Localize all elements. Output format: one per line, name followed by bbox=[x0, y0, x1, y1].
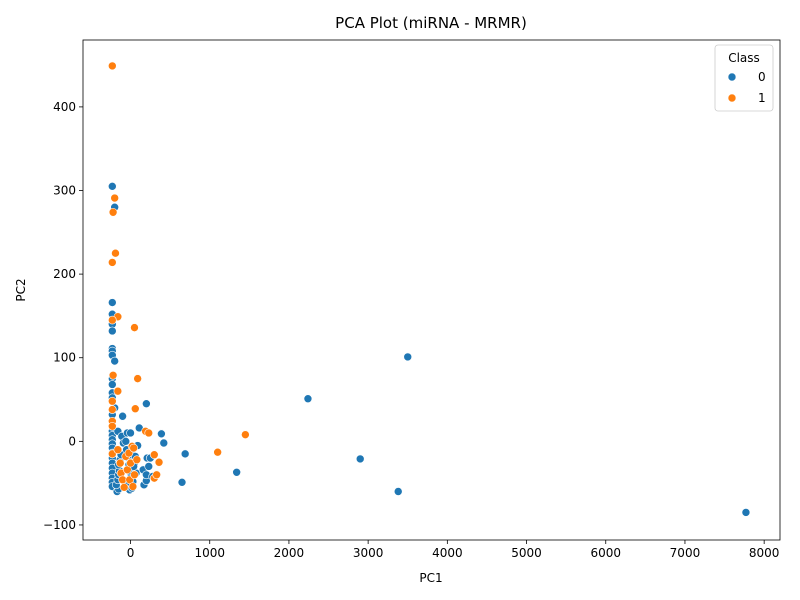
scatter-point-class-1 bbox=[108, 405, 117, 414]
scatter-point-class-0 bbox=[108, 326, 117, 336]
y-tick-label: 300 bbox=[53, 184, 76, 198]
scatter-point-class-1 bbox=[144, 428, 154, 438]
x-tick-label: 2000 bbox=[274, 546, 305, 560]
x-tick-label: 5000 bbox=[511, 546, 542, 560]
x-tick-label: 8000 bbox=[749, 546, 780, 560]
scatter-point-class-1 bbox=[108, 315, 117, 325]
scatter-point-class-1 bbox=[154, 457, 164, 467]
scatter-point-class-1 bbox=[149, 450, 159, 460]
chart-title: PCA Plot (miRNA - MRMR) bbox=[335, 14, 527, 32]
scatter-point-class-0 bbox=[108, 380, 117, 389]
scatter-point-class-1 bbox=[241, 430, 250, 439]
scatter-point-class-1 bbox=[128, 482, 138, 491]
scatter-point-class-1 bbox=[119, 483, 129, 492]
x-tick-label: 7000 bbox=[670, 546, 701, 560]
legend: Class 0 1 bbox=[714, 44, 774, 112]
scatter-point-class-1 bbox=[130, 323, 139, 332]
y-tick-label: 100 bbox=[53, 351, 76, 365]
x-tick-label: 1000 bbox=[194, 546, 225, 560]
scatter-point-class-0 bbox=[741, 508, 751, 517]
scatter-point-class-1 bbox=[111, 248, 120, 258]
y-tick-label: −100 bbox=[43, 518, 76, 532]
scatter-point-class-0 bbox=[118, 411, 127, 421]
scatter-point-class-1 bbox=[113, 386, 123, 396]
axis-ticks: 0 1000 2000 3000 4000 5000 6000 7000 8000 −100 0 10… bbox=[43, 100, 779, 560]
scatter-point-class-0 bbox=[110, 356, 119, 366]
scatter-point-class-0 bbox=[157, 429, 166, 439]
scatter-point-class-1 bbox=[130, 470, 139, 480]
scatter-point-class-1 bbox=[118, 475, 127, 485]
scatter-point-class-0 bbox=[403, 352, 413, 362]
legend-marker-1 bbox=[727, 93, 737, 103]
scatter-point-class-0 bbox=[232, 467, 241, 477]
scatter-point-class-0 bbox=[303, 394, 313, 404]
legend-label-1: 1 bbox=[758, 91, 766, 105]
scatter-point-class-1 bbox=[108, 61, 117, 71]
scatter-point-class-0 bbox=[177, 478, 187, 487]
scatter-point-class-0 bbox=[159, 438, 169, 448]
scatter-point-class-1 bbox=[110, 193, 119, 203]
scatter-point-class-0 bbox=[144, 462, 154, 471]
y-axis-label: PC2 bbox=[14, 278, 28, 301]
scatter-point-class-0 bbox=[393, 487, 403, 496]
scatter-point-class-1 bbox=[108, 421, 117, 431]
scatter-point-class-1 bbox=[133, 374, 142, 383]
x-tick-label: 3000 bbox=[353, 546, 384, 560]
y-tick-label: 400 bbox=[53, 100, 76, 114]
x-axis-label: PC1 bbox=[419, 571, 442, 585]
x-tick-label: 6000 bbox=[590, 546, 621, 560]
legend-title: Class bbox=[728, 51, 760, 65]
scatter-point-class-1 bbox=[108, 370, 118, 380]
scatter-point-class-0 bbox=[108, 298, 117, 307]
x-tick-label: 4000 bbox=[432, 546, 463, 560]
scatter-point-class-0 bbox=[126, 428, 135, 438]
scatter-point-class-1 bbox=[130, 404, 140, 414]
points-layer bbox=[108, 61, 751, 517]
scatter-point-class-0 bbox=[180, 449, 190, 459]
scatter-point-class-0 bbox=[355, 454, 365, 464]
scatter-point-class-0 bbox=[142, 399, 151, 409]
legend-box bbox=[714, 44, 774, 112]
scatter-point-class-1 bbox=[108, 258, 117, 267]
scatter-point-class-1 bbox=[152, 470, 161, 480]
scatter-point-class-1 bbox=[108, 396, 117, 406]
scatter-point-class-1 bbox=[108, 207, 118, 217]
plot-frame bbox=[82, 39, 781, 541]
y-tick-label: 0 bbox=[68, 434, 76, 448]
scatter-point-class-1 bbox=[113, 445, 123, 455]
scatter-point-class-1 bbox=[132, 455, 142, 465]
legend-label-0: 0 bbox=[758, 70, 766, 84]
scatter-point-class-1 bbox=[129, 443, 138, 453]
scatter-point-class-1 bbox=[115, 458, 125, 468]
x-tick-label: 0 bbox=[127, 546, 135, 560]
legend-marker-0 bbox=[727, 72, 737, 82]
scatter-point-class-1 bbox=[213, 447, 222, 457]
scatter-point-class-0 bbox=[108, 182, 117, 191]
scatter-point-class-0 bbox=[121, 437, 131, 446]
y-tick-label: 200 bbox=[53, 267, 76, 281]
